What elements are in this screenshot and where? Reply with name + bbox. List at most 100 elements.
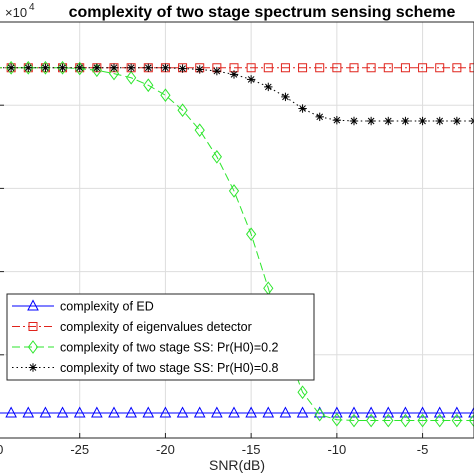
star-stroke bbox=[42, 64, 49, 72]
data-point bbox=[195, 65, 204, 74]
series-line bbox=[0, 67, 474, 422]
data-point bbox=[298, 104, 307, 113]
star-stroke bbox=[162, 64, 169, 72]
data-point bbox=[435, 116, 444, 126]
star-stroke bbox=[179, 65, 186, 72]
data-point bbox=[366, 63, 376, 73]
series-1 bbox=[0, 406, 474, 418]
data-point bbox=[400, 413, 411, 428]
star-stroke bbox=[453, 117, 461, 125]
star-stroke bbox=[213, 67, 221, 75]
data-point bbox=[314, 407, 325, 422]
data-point bbox=[194, 123, 205, 137]
data-point bbox=[228, 406, 240, 418]
data-point bbox=[212, 66, 222, 76]
star-stroke bbox=[436, 117, 444, 125]
data-point bbox=[315, 63, 325, 73]
data-point bbox=[125, 406, 137, 418]
y-exponent-base: ×10 bbox=[5, 5, 27, 20]
data-point bbox=[399, 406, 412, 418]
legend-label: complexity of two stage SS: Pr(H0)=0.8 bbox=[60, 361, 279, 375]
data-point bbox=[332, 115, 342, 125]
data-point bbox=[144, 63, 153, 72]
star-stroke bbox=[282, 93, 289, 101]
data-point bbox=[177, 103, 188, 118]
x-tick-label: -15 bbox=[242, 442, 261, 457]
data-point bbox=[365, 406, 377, 418]
data-point bbox=[73, 406, 86, 418]
data-point bbox=[418, 116, 427, 126]
data-point bbox=[383, 413, 394, 428]
tick-layer: -30 -25 -20 -15 -10 -5 bbox=[0, 104, 428, 457]
x-axis-label: SNR(dB) bbox=[209, 457, 265, 473]
data-point bbox=[331, 406, 343, 418]
data-point bbox=[229, 70, 239, 79]
data-point bbox=[366, 116, 376, 126]
data-point bbox=[382, 406, 395, 418]
data-point bbox=[280, 63, 290, 73]
star-stroke bbox=[470, 117, 474, 122]
star-stroke bbox=[127, 64, 135, 72]
data-point bbox=[159, 406, 172, 418]
data-point bbox=[176, 406, 189, 418]
data-point bbox=[39, 406, 52, 418]
data-point bbox=[6, 63, 16, 72]
star-stroke bbox=[350, 117, 358, 125]
data-point bbox=[40, 60, 51, 75]
x-tick-label: -30 bbox=[0, 442, 3, 457]
star-stroke bbox=[7, 64, 15, 72]
series-layer bbox=[0, 60, 474, 428]
data-point bbox=[416, 406, 429, 418]
star-stroke bbox=[333, 116, 341, 124]
star-stroke bbox=[93, 64, 101, 72]
star-stroke bbox=[247, 76, 255, 83]
data-point bbox=[331, 412, 342, 427]
star-stroke bbox=[59, 64, 66, 72]
y-exponent-power: 4 bbox=[29, 2, 35, 13]
data-point bbox=[126, 70, 137, 85]
legend-label: complexity of eigenvalues detector bbox=[60, 320, 252, 334]
data-point bbox=[366, 413, 377, 428]
data-point bbox=[332, 63, 342, 73]
star-stroke bbox=[196, 66, 204, 73]
data-point bbox=[228, 184, 240, 198]
data-point bbox=[193, 406, 206, 418]
data-point bbox=[91, 406, 103, 418]
legend-marker bbox=[28, 363, 38, 372]
data-point bbox=[246, 227, 257, 241]
data-point bbox=[74, 61, 85, 76]
data-point bbox=[58, 63, 67, 72]
star-stroke bbox=[144, 64, 152, 72]
data-point bbox=[142, 406, 155, 418]
data-point bbox=[24, 63, 33, 72]
data-point bbox=[264, 82, 273, 92]
data-point bbox=[296, 406, 309, 418]
data-point bbox=[22, 406, 35, 418]
data-point bbox=[434, 413, 445, 428]
data-point bbox=[348, 406, 360, 418]
data-point bbox=[452, 63, 462, 73]
data-point bbox=[161, 63, 170, 72]
data-point bbox=[383, 63, 393, 73]
data-point bbox=[469, 63, 474, 73]
x-tick-label: -25 bbox=[70, 442, 89, 457]
data-point bbox=[468, 406, 474, 418]
x-tick-label: -10 bbox=[327, 442, 346, 457]
data-point bbox=[279, 406, 292, 418]
data-point bbox=[469, 116, 474, 126]
data-point bbox=[160, 88, 171, 103]
legend-label: complexity of ED bbox=[60, 300, 154, 314]
data-point bbox=[246, 63, 256, 73]
data-point bbox=[57, 60, 68, 75]
data-point bbox=[245, 406, 257, 418]
star-stroke bbox=[24, 64, 32, 72]
legend-label: complexity of two stage SS: Pr(H0)=0.2 bbox=[60, 341, 279, 355]
data-point bbox=[297, 385, 308, 400]
legend: complexity of ED complexity of eigenvalue… bbox=[6, 293, 315, 381]
data-point bbox=[417, 413, 428, 428]
series-4 bbox=[0, 63, 474, 126]
x-tick-label: -20 bbox=[156, 442, 175, 457]
star-stroke bbox=[264, 83, 272, 91]
data-point bbox=[298, 63, 308, 73]
data-point bbox=[92, 63, 102, 72]
